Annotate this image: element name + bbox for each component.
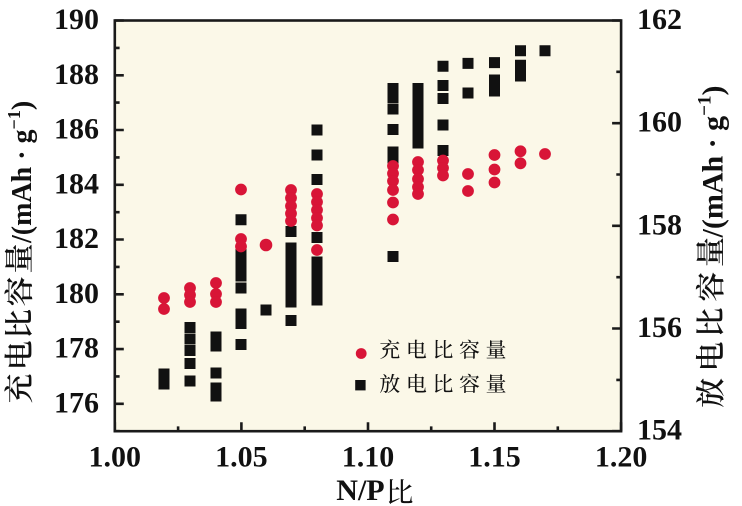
svg-text:162: 162: [637, 3, 682, 36]
svg-text:1.15: 1.15: [468, 441, 521, 474]
svg-text:154: 154: [637, 414, 682, 447]
svg-text:184: 184: [54, 167, 99, 200]
svg-text:158: 158: [637, 208, 682, 241]
svg-text:156: 156: [637, 311, 682, 344]
svg-text:178: 178: [54, 332, 99, 365]
svg-text:160: 160: [637, 106, 682, 139]
svg-text:1.05: 1.05: [215, 441, 268, 474]
svg-text:186: 186: [54, 113, 99, 146]
svg-text:1.20: 1.20: [595, 441, 648, 474]
svg-text:1.00: 1.00: [89, 441, 142, 474]
svg-text:182: 182: [54, 222, 99, 255]
svg-text:188: 188: [54, 58, 99, 91]
svg-text:1.10: 1.10: [342, 441, 395, 474]
svg-text:190: 190: [54, 3, 99, 36]
svg-text:N/P: N/P: [336, 474, 384, 506]
svg-text:180: 180: [54, 277, 99, 310]
svg-text:176: 176: [54, 386, 99, 419]
